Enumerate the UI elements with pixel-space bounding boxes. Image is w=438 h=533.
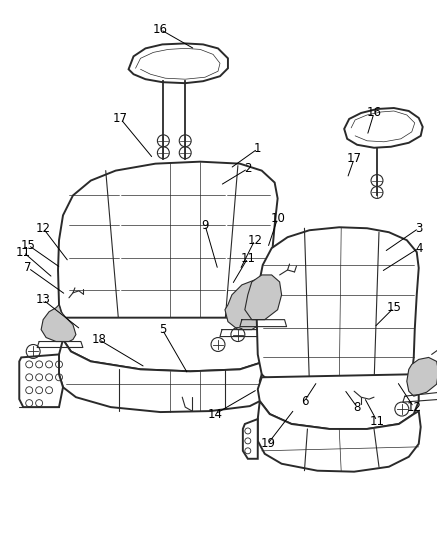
Polygon shape [258, 401, 421, 472]
Text: 1: 1 [254, 142, 261, 155]
Polygon shape [41, 305, 76, 342]
Text: 18: 18 [92, 333, 106, 346]
Polygon shape [344, 108, 423, 148]
Text: 10: 10 [270, 212, 285, 225]
Text: 2: 2 [244, 162, 251, 175]
Polygon shape [225, 280, 272, 329]
Text: 17: 17 [346, 152, 362, 165]
Text: 19: 19 [260, 438, 275, 450]
Polygon shape [58, 161, 278, 322]
Text: 7: 7 [25, 262, 32, 274]
Text: 12: 12 [247, 233, 262, 247]
Text: 13: 13 [35, 293, 50, 306]
Text: 16: 16 [153, 23, 168, 36]
Text: 11: 11 [16, 246, 31, 259]
Polygon shape [19, 354, 63, 407]
Text: 3: 3 [415, 222, 422, 235]
Polygon shape [129, 43, 228, 83]
Polygon shape [258, 374, 419, 429]
Text: 17: 17 [113, 112, 128, 125]
Text: 8: 8 [353, 401, 361, 414]
Text: 11: 11 [370, 415, 385, 427]
Text: 11: 11 [240, 252, 255, 264]
Polygon shape [243, 419, 258, 459]
Polygon shape [245, 275, 282, 320]
Text: 9: 9 [201, 219, 209, 232]
Text: 4: 4 [415, 241, 423, 255]
Text: 12: 12 [406, 401, 421, 414]
Text: 15: 15 [21, 239, 35, 252]
Polygon shape [59, 340, 278, 412]
Text: 6: 6 [301, 394, 308, 408]
Polygon shape [61, 318, 278, 372]
Polygon shape [407, 358, 438, 396]
Text: 12: 12 [35, 222, 51, 235]
Polygon shape [257, 227, 419, 386]
Text: 5: 5 [159, 323, 166, 336]
Text: 14: 14 [208, 408, 223, 421]
Text: 15: 15 [386, 301, 401, 314]
Text: 16: 16 [367, 107, 381, 119]
